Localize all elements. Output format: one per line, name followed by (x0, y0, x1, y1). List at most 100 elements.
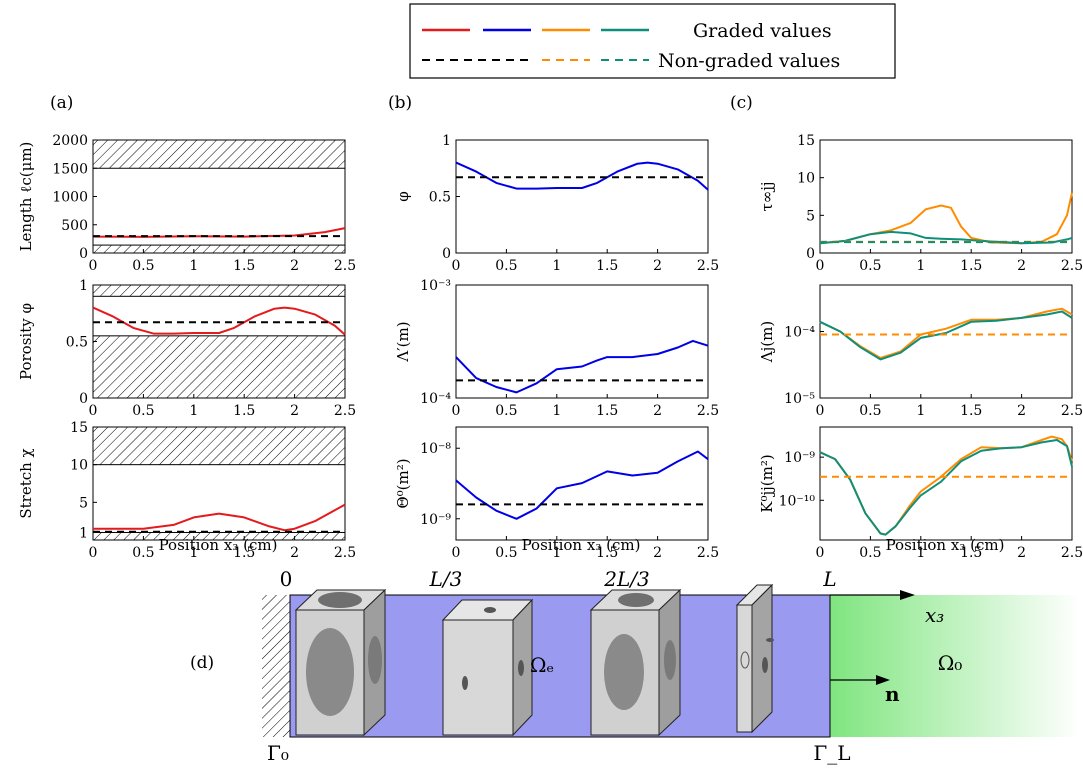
y-axis-label: Stretch χ (17, 448, 35, 518)
x-tick-label: 0.5 (495, 403, 517, 419)
y-tick-label: 5 (79, 495, 88, 511)
x-tick-label: 1 (189, 258, 198, 274)
cell-4 (735, 583, 774, 734)
y-tick-label: 10⁻³ (420, 278, 451, 294)
plot-frame (819, 426, 1073, 541)
x-tick-label: 2.5 (697, 258, 719, 274)
y-tick-label: 10 (70, 458, 88, 474)
series-line-teal (819, 310, 1073, 361)
x-tick-label: 0 (816, 258, 825, 274)
x-tick-label: 0 (452, 545, 461, 561)
legend-graded-label: Graded values (693, 20, 832, 42)
x-tick-label: 0 (452, 403, 461, 419)
y-tick-label: 5 (806, 208, 815, 224)
x-tick-label: 0 (89, 258, 98, 274)
plot-frame (819, 139, 1073, 254)
series-line-blue (455, 450, 709, 520)
label-zero: 0 (280, 567, 293, 591)
cell-2 (441, 598, 534, 737)
y-tick-label: 10⁻⁹ (420, 512, 451, 528)
y-tick-label: 1 (79, 525, 88, 541)
series-line-red (92, 306, 346, 336)
label-2l3: 2L/3 (603, 567, 649, 591)
y-axis-label: Length ℓc(μm) (17, 142, 35, 252)
x-tick-label: 0.5 (132, 258, 154, 274)
y-axis-label: Λ′(m) (394, 321, 412, 362)
x-tick-label: 0 (816, 545, 825, 561)
y-tick-label: 10⁻⁹ (784, 450, 815, 466)
cell-3 (589, 588, 682, 737)
label-l: L (822, 567, 836, 591)
x-tick-label: 0.5 (495, 258, 517, 274)
x-tick-label: 0.5 (495, 545, 517, 561)
panel-d-label: (d) (190, 653, 214, 673)
x-tick-label: 2 (653, 545, 662, 561)
hatch-region (92, 284, 346, 297)
x-tick-label: 0.5 (132, 403, 154, 419)
legend: Graded values Non-graded values (409, 3, 896, 79)
label-x3: x₃ (925, 603, 944, 627)
chart-k0: 0 0.5 1 1.5 2 2.5 10⁻¹⁰ 10⁻⁹ K⁰jj(m²) (758, 426, 1083, 561)
x-tick-label: 1 (552, 545, 561, 561)
chart-tau_inf: 0 0.5 1 1.5 2 2.5 0 5 10 15 τ∞jj (758, 133, 1083, 274)
cell-1 (294, 588, 387, 737)
panel-c-label: (c) (730, 93, 753, 113)
x-tick-label: 2 (1017, 545, 1026, 561)
x-tick-label: 2.5 (334, 545, 356, 561)
hatch-region (92, 426, 346, 466)
x-tick-label: 1.5 (596, 545, 618, 561)
chart-phi: 0 0.5 1 1.5 2 2.5 0 0.5 1 φ (394, 133, 719, 274)
x-tick-label: 2.5 (1061, 258, 1083, 274)
x-tick-label: 0.5 (859, 545, 881, 561)
chart-length: 0 0.5 1 1.5 2 2.5 0 500 1000 1500 2000 Length ℓc(μm… (17, 133, 356, 274)
x-tick-label: 1 (916, 403, 925, 419)
hatch-region (92, 244, 346, 254)
x-tick-label: 2 (653, 403, 662, 419)
chart-theta0: 0 0.5 1 1.5 2 2.5 10⁻⁹ 10⁻⁸ Θ⁰(m²) (394, 426, 719, 561)
x-tick-label: 0.5 (859, 258, 881, 274)
y-tick-label: 0 (79, 246, 88, 262)
plot-frame (92, 426, 346, 541)
x-tick-label: 2 (290, 258, 299, 274)
label-gamma-l: Γ_L (813, 741, 850, 765)
x-tick-label: 2.5 (1061, 545, 1083, 561)
panel-b-label: (b) (388, 93, 412, 113)
y-tick-label: 0 (806, 246, 815, 262)
y-tick-label: 15 (797, 133, 815, 149)
chart-lambda_prime: 0 0.5 1 1.5 2 2.5 10⁻⁴ 10⁻³ Λ′(m) (394, 278, 719, 419)
label-omega-e: Ωₑ (530, 653, 554, 677)
hatch-region (92, 335, 346, 399)
x-tick-label: 1.5 (960, 403, 982, 419)
y-tick-label: 0.5 (66, 335, 88, 351)
x-tick-label: 1 (189, 403, 198, 419)
series-line-orange (819, 192, 1073, 245)
y-tick-label: 0 (442, 246, 451, 262)
hatch-region (92, 139, 346, 169)
domain-diagram: (d) (190, 567, 1080, 765)
y-axis-label: τ∞jj (758, 181, 776, 211)
x-tick-label: 2 (653, 258, 662, 274)
xlabel-c: Position x₃ (cm) (886, 536, 1005, 554)
series-line-red (93, 503, 346, 532)
y-axis-label: K⁰jj(m²) (758, 454, 776, 512)
x-tick-label: 1.5 (596, 258, 618, 274)
x-tick-label: 1.5 (233, 545, 255, 561)
label-l3: L/3 (429, 567, 463, 591)
normal-arrow-head (876, 675, 890, 685)
label-omega-0: Ω₀ (938, 651, 963, 675)
label-gamma-0: Γ₀ (267, 741, 289, 765)
xlabel-b: Position x₃ (cm) (522, 536, 641, 554)
legend-nongraded-label: Non-graded values (658, 50, 840, 72)
legend-box (409, 3, 896, 79)
x-tick-label: 0 (89, 545, 98, 561)
y-axis-label: φ (394, 191, 412, 202)
y-tick-label: 2000 (52, 133, 88, 149)
x-tick-label: 2.5 (1061, 403, 1083, 419)
y-tick-label: 500 (61, 218, 88, 234)
plot-frame (819, 284, 1073, 399)
y-axis-label: Θ⁰(m²) (394, 458, 412, 508)
x-tick-label: 1.5 (960, 545, 982, 561)
y-tick-label: 10⁻¹⁰ (779, 493, 816, 509)
